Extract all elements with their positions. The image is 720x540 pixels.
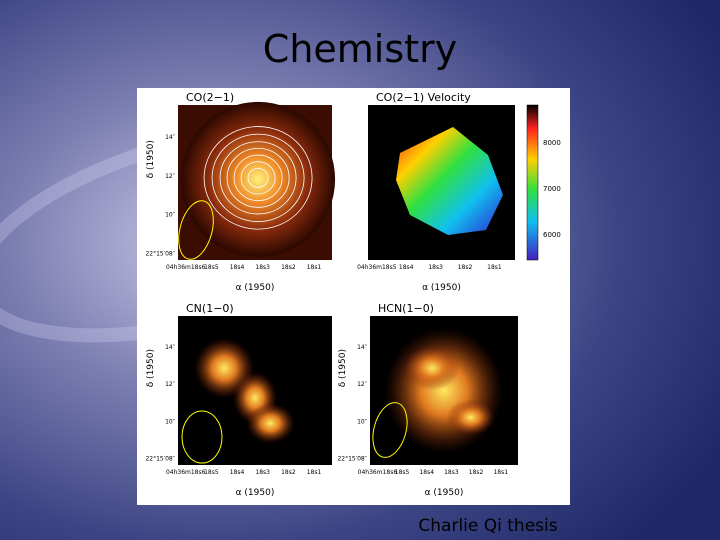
contour bbox=[247, 167, 269, 188]
x-tick-label: 04h36m18s6 bbox=[166, 469, 206, 476]
contour bbox=[233, 154, 283, 202]
y-tick-label: 14″ bbox=[357, 344, 368, 351]
x-tick-label: 18s2 bbox=[469, 469, 484, 476]
y-tick-label: 14″ bbox=[165, 134, 176, 141]
y-tick-label: 14″ bbox=[165, 344, 176, 351]
x-tick-label: 18s4 bbox=[230, 469, 245, 476]
x-tick-label: 18s5 bbox=[395, 469, 410, 476]
x-tick-label: 18s1 bbox=[307, 469, 322, 476]
x-tick-label: 18s3 bbox=[428, 264, 443, 271]
x-axis-label: α (1950) bbox=[425, 488, 464, 498]
x-tick-label: 04h36m18s6 bbox=[166, 264, 206, 271]
x-tick-label: 18s1 bbox=[487, 264, 502, 271]
map-emission bbox=[384, 327, 504, 454]
footer: Charlie Qi thesis bbox=[418, 516, 557, 536]
x-tick-label: 18s3 bbox=[444, 469, 459, 476]
x-tick-label: 18s4 bbox=[230, 264, 245, 271]
velocity-field bbox=[396, 127, 503, 235]
x-tick-label: 04h36m18s5 bbox=[357, 264, 397, 271]
x-tick-label: 18s2 bbox=[281, 469, 296, 476]
x-tick-label: 18s4 bbox=[399, 264, 414, 271]
map-emission bbox=[246, 403, 295, 444]
map-emission bbox=[181, 101, 336, 257]
y-tick-label: 22°15′08″ bbox=[337, 456, 367, 463]
panel-title: CO(2−1) Velocity bbox=[376, 91, 471, 104]
colorbar-tick-label: 6000 bbox=[543, 231, 561, 239]
map-emission bbox=[446, 399, 495, 436]
x-tick-label: 18s5 bbox=[204, 469, 219, 476]
x-tick-label: 04h36m18s6 bbox=[358, 469, 398, 476]
beam bbox=[178, 200, 214, 260]
slide-title: Chemistry bbox=[263, 27, 457, 71]
y-tick-label: 10″ bbox=[357, 418, 368, 425]
contour bbox=[203, 126, 313, 230]
y-axis-label: δ (1950) bbox=[146, 349, 156, 387]
y-axis-label: δ (1950) bbox=[146, 140, 156, 178]
panel-title: CO(2−1) bbox=[186, 91, 234, 104]
x-tick-label: 18s3 bbox=[255, 469, 270, 476]
y-tick-label: 10″ bbox=[165, 212, 176, 219]
x-axis-label: α (1950) bbox=[236, 283, 275, 293]
x-tick-label: 18s5 bbox=[204, 264, 219, 271]
x-tick-label: 18s2 bbox=[458, 264, 473, 271]
x-tick-label: 18s2 bbox=[281, 264, 296, 271]
x-axis-label: α (1950) bbox=[236, 488, 275, 498]
colorbar-tick-label: 8000 bbox=[543, 139, 561, 147]
y-tick-label: 12″ bbox=[165, 381, 176, 388]
y-tick-label: 22°15′08″ bbox=[145, 250, 175, 257]
x-tick-label: 18s3 bbox=[255, 264, 270, 271]
contour bbox=[240, 161, 276, 195]
y-tick-label: 12″ bbox=[357, 381, 368, 388]
beam bbox=[181, 410, 223, 464]
colorbar bbox=[526, 104, 539, 261]
y-axis-label: δ (1950) bbox=[338, 349, 348, 387]
x-tick-label: 18s4 bbox=[419, 469, 434, 476]
y-tick-label: 12″ bbox=[165, 173, 176, 180]
beam bbox=[372, 402, 408, 458]
x-tick-label: 18s1 bbox=[493, 469, 508, 476]
y-tick-label: 10″ bbox=[165, 418, 176, 425]
x-tick-label: 18s1 bbox=[307, 264, 322, 271]
y-tick-label: 22°15′08″ bbox=[145, 456, 175, 463]
panel-title: HCN(1−0) bbox=[378, 302, 434, 315]
x-axis-label: α (1950) bbox=[422, 283, 461, 293]
contour bbox=[226, 148, 290, 208]
colorbar-tick-label: 7000 bbox=[543, 185, 561, 193]
panel-title: CN(1−0) bbox=[186, 302, 234, 315]
contour bbox=[219, 141, 297, 215]
map-emission bbox=[404, 346, 461, 391]
contour bbox=[211, 133, 305, 222]
